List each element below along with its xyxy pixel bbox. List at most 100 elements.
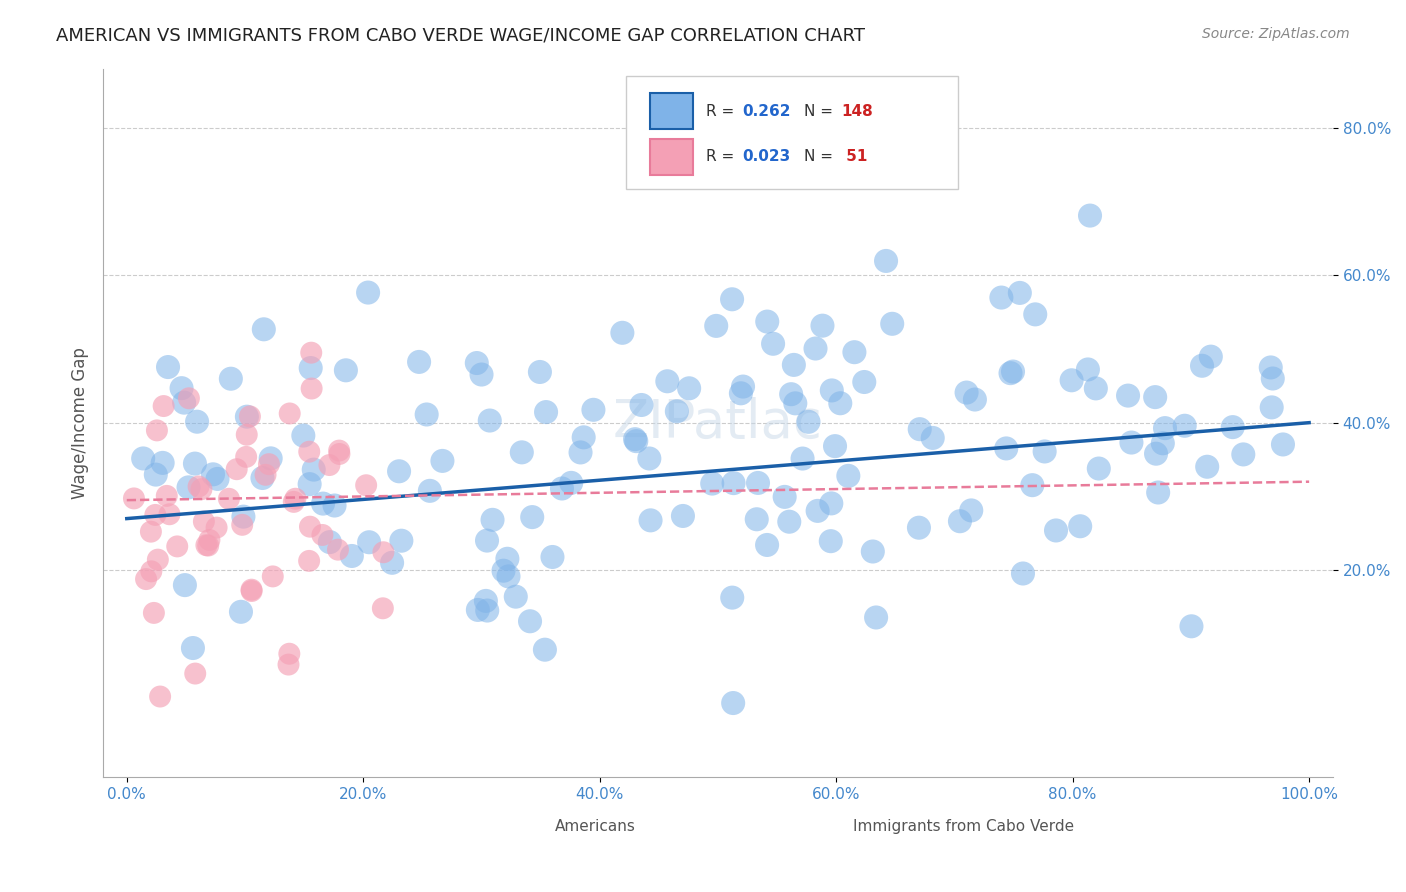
Point — [963, 392, 986, 407]
Point — [318, 458, 340, 472]
Point — [139, 524, 162, 539]
Point — [560, 475, 582, 490]
Point — [723, 476, 745, 491]
Point — [756, 315, 779, 329]
Point — [278, 647, 301, 661]
Point — [142, 606, 165, 620]
Point — [721, 696, 744, 710]
Point — [704, 318, 727, 333]
Point — [551, 482, 574, 496]
Point — [475, 594, 498, 608]
Point — [721, 591, 744, 605]
Point — [157, 359, 180, 374]
Point — [1174, 418, 1197, 433]
Point — [195, 538, 218, 552]
Point — [465, 356, 488, 370]
Point — [1078, 209, 1101, 223]
Point — [190, 482, 212, 496]
Point — [277, 657, 299, 672]
Point — [229, 605, 252, 619]
Point — [730, 386, 752, 401]
Point — [132, 451, 155, 466]
Point — [569, 445, 592, 459]
Point — [865, 610, 887, 624]
Point — [778, 515, 800, 529]
Point — [326, 542, 349, 557]
Point — [481, 513, 503, 527]
Point — [149, 690, 172, 704]
Point — [152, 399, 174, 413]
Point — [1261, 371, 1284, 385]
Point — [949, 514, 972, 528]
Point — [477, 603, 499, 617]
Text: 0.023: 0.023 — [742, 149, 790, 164]
Point — [960, 503, 983, 517]
Point — [1199, 350, 1222, 364]
Point — [792, 451, 814, 466]
Point — [219, 372, 242, 386]
Point — [1088, 461, 1111, 475]
Point — [908, 422, 931, 436]
Point — [298, 477, 321, 491]
FancyBboxPatch shape — [651, 139, 693, 175]
Point — [529, 365, 551, 379]
Point — [357, 285, 380, 300]
Point — [231, 517, 253, 532]
Point — [328, 443, 350, 458]
Point — [853, 375, 876, 389]
Text: R =: R = — [706, 103, 738, 119]
Point — [184, 666, 207, 681]
Point — [807, 504, 830, 518]
Point — [762, 336, 785, 351]
Text: ZIPatlас: ZIPatlас — [613, 397, 823, 449]
Point — [534, 642, 557, 657]
Point — [572, 430, 595, 444]
Point — [496, 551, 519, 566]
Point — [519, 614, 541, 628]
Point — [702, 476, 724, 491]
Point — [1152, 436, 1174, 450]
Point — [181, 640, 204, 655]
Point — [1008, 285, 1031, 300]
Point — [292, 428, 315, 442]
Point — [1069, 519, 1091, 533]
Point — [1077, 362, 1099, 376]
Point — [475, 533, 498, 548]
Point — [254, 467, 277, 482]
Point — [780, 387, 803, 401]
Point — [260, 451, 283, 466]
Point — [844, 345, 866, 359]
Text: 0.262: 0.262 — [742, 103, 792, 119]
Point — [773, 490, 796, 504]
Point — [624, 432, 647, 446]
Point — [122, 491, 145, 506]
Point — [1271, 437, 1294, 451]
Point — [235, 450, 257, 464]
Point — [534, 405, 557, 419]
Point — [1012, 566, 1035, 581]
Point — [1060, 373, 1083, 387]
Point — [797, 415, 820, 429]
Point — [177, 480, 200, 494]
Point — [522, 510, 544, 524]
Point — [837, 468, 859, 483]
Text: R =: R = — [706, 149, 738, 164]
Point — [785, 396, 807, 410]
Point — [875, 254, 897, 268]
Point — [657, 374, 679, 388]
Text: Americans: Americans — [554, 819, 636, 834]
Point — [731, 379, 754, 393]
Point — [995, 442, 1018, 456]
Point — [1033, 444, 1056, 458]
Point — [721, 293, 744, 307]
Point — [232, 509, 254, 524]
Text: Immigrants from Cabo Verde: Immigrants from Cabo Verde — [853, 819, 1074, 834]
Point — [882, 317, 904, 331]
Point — [1180, 619, 1202, 633]
Point — [173, 395, 195, 409]
Point — [218, 491, 240, 506]
Point — [747, 475, 769, 490]
Point — [184, 457, 207, 471]
Text: Source: ZipAtlas.com: Source: ZipAtlas.com — [1202, 27, 1350, 41]
Point — [193, 515, 215, 529]
